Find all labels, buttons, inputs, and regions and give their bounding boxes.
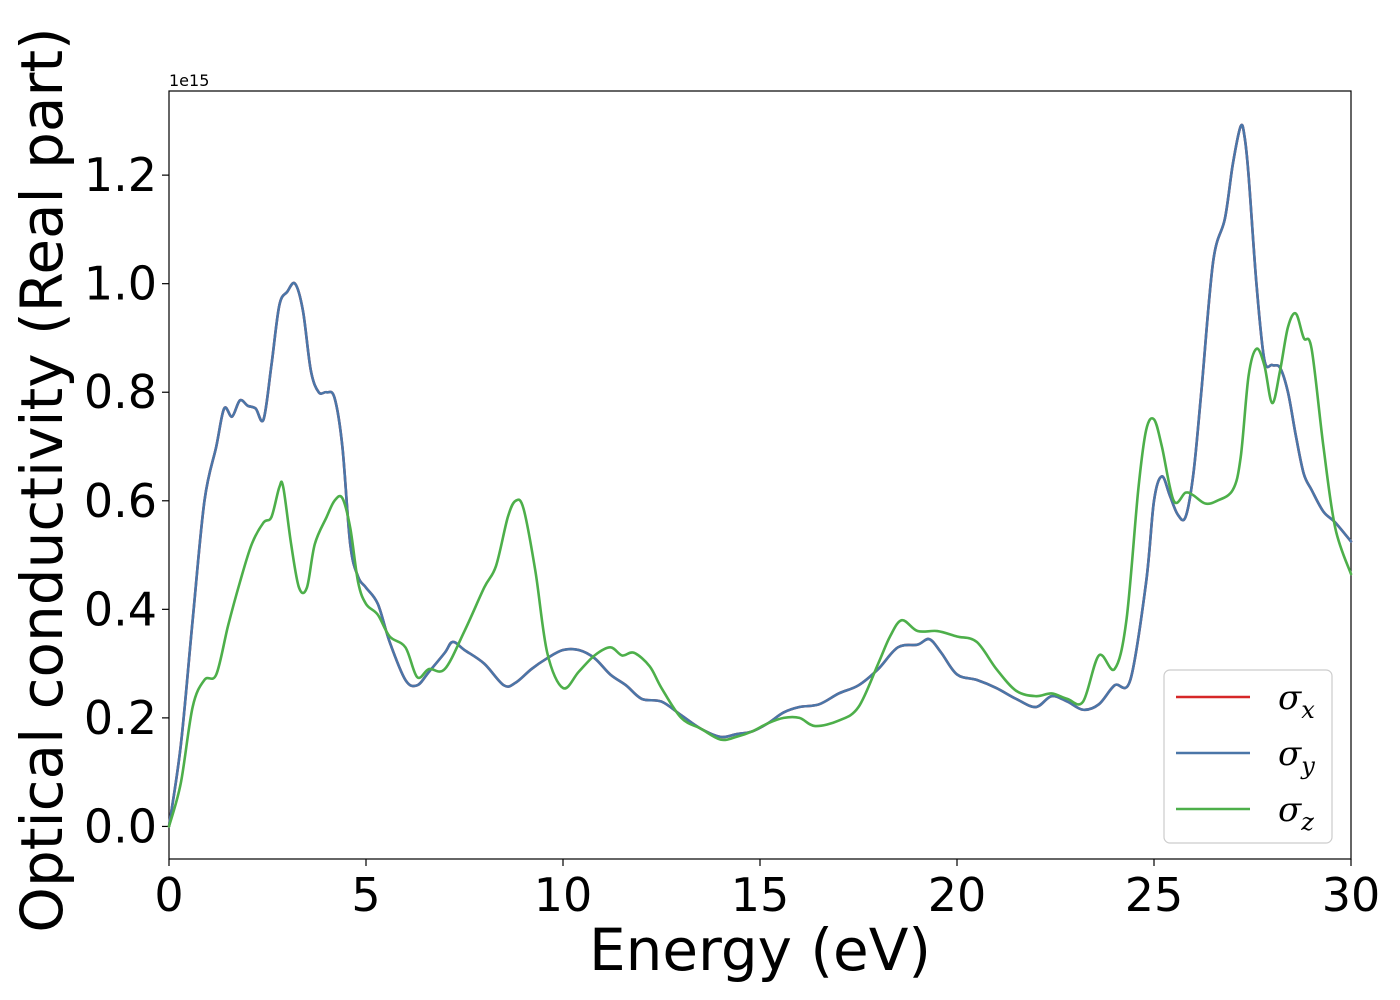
legend-symbol: σ: [1278, 734, 1302, 774]
y-tick-label: 0.0: [84, 799, 157, 853]
y-tick-label: 0.6: [84, 474, 157, 528]
y-offset-label: 1e15: [169, 71, 209, 90]
series-lines: [167, 123, 1353, 828]
x-tick-label: 25: [1125, 868, 1184, 922]
legend-label-y: σy: [1278, 734, 1315, 780]
x-axis-ticks: 0 5 10 15 20 25 30: [154, 859, 1380, 922]
x-tick-label: 30: [1322, 868, 1381, 922]
legend-label-z: σz: [1278, 790, 1314, 836]
x-axis-title: Energy (eV): [589, 916, 931, 984]
legend-label-x: σx: [1278, 678, 1315, 724]
legend-subscript: z: [1300, 808, 1314, 836]
legend-subscript: x: [1301, 696, 1315, 724]
y-tick-label: 0.8: [84, 365, 157, 419]
series-line-z: [167, 311, 1353, 828]
legend-symbol: σ: [1278, 678, 1302, 718]
y-tick-label: 0.4: [84, 582, 157, 636]
x-tick-label: 10: [534, 868, 593, 922]
x-tick-label: 5: [351, 868, 380, 922]
x-tick-label: 20: [928, 868, 987, 922]
x-tick-label: 15: [731, 868, 790, 922]
y-axis-ticks: 0.0 0.2 0.4 0.6 0.8 1.0 1.2: [84, 148, 169, 853]
y-tick-label: 1.0: [84, 257, 157, 311]
y-tick-label: 0.2: [84, 691, 157, 745]
y-axis-title: Optical conductivity (Real part): [8, 27, 76, 932]
y-tick-label: 1.2: [84, 148, 157, 202]
legend-box: [1163, 669, 1333, 844]
legend-subscript: y: [1300, 752, 1315, 780]
legend-symbol: σ: [1278, 790, 1302, 830]
x-tick-label: 0: [154, 868, 183, 922]
